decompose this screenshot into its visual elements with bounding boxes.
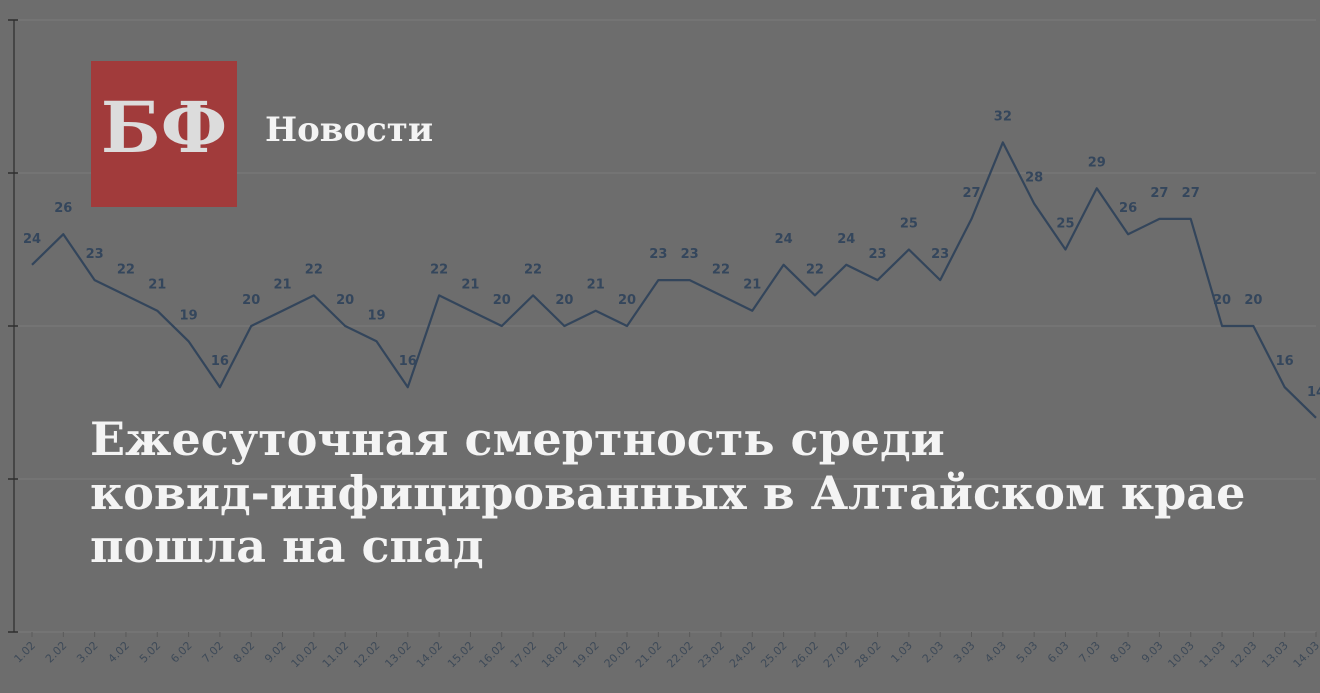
data-label: 27 <box>1150 186 1168 201</box>
line <box>31 141 1317 419</box>
data-label: 21 <box>461 278 479 293</box>
data-label: 25 <box>900 217 918 232</box>
data-label: 25 <box>1056 217 1074 232</box>
data-label: 23 <box>681 247 699 262</box>
logo-box <box>91 61 237 207</box>
data-label: 16 <box>1276 354 1294 369</box>
data-label: 14 <box>1307 385 1320 400</box>
data-label: 23 <box>931 247 949 262</box>
headline-line: ковид-инфицированных в Алтайском крае <box>90 466 1245 520</box>
data-label: 26 <box>54 201 72 216</box>
data-label: 23 <box>869 247 887 262</box>
data-label: 27 <box>1182 186 1200 201</box>
data-label: 29 <box>1088 155 1106 170</box>
data-label: 21 <box>743 278 761 293</box>
data-label: 19 <box>367 308 385 323</box>
data-label: 23 <box>86 247 104 262</box>
data-label: 22 <box>430 262 448 277</box>
data-label: 20 <box>1213 293 1231 308</box>
data-label: 22 <box>117 262 135 277</box>
data-label: 16 <box>399 354 417 369</box>
section: Новости <box>265 110 433 150</box>
data-label: 21 <box>273 278 291 293</box>
data-label: 16 <box>211 354 229 369</box>
data-label: 23 <box>649 247 667 262</box>
data-label: 20 <box>336 293 354 308</box>
data-label: 24 <box>775 232 793 247</box>
data-label: 24 <box>23 232 41 247</box>
data-label: 20 <box>1244 293 1262 308</box>
data-label: 20 <box>493 293 511 308</box>
data-label: 28 <box>1025 171 1043 186</box>
data-label: 32 <box>994 109 1012 124</box>
data-label: 24 <box>837 232 855 247</box>
data-label: 22 <box>712 262 730 277</box>
data-label: 20 <box>242 293 260 308</box>
data-label: 22 <box>806 262 824 277</box>
data-label: 27 <box>962 186 980 201</box>
data-label: 26 <box>1119 201 1137 216</box>
data-label: 21 <box>587 278 605 293</box>
data-label: 21 <box>148 278 166 293</box>
data-label: 20 <box>555 293 573 308</box>
data-label: 19 <box>180 308 198 323</box>
headline-line: Ежесуточная смертность среди <box>90 412 945 466</box>
data-label: 22 <box>524 262 542 277</box>
data-label: 20 <box>618 293 636 308</box>
headline-line: пошла на спад <box>90 519 484 573</box>
logo: БФ <box>101 86 227 169</box>
data-label: 22 <box>305 262 323 277</box>
